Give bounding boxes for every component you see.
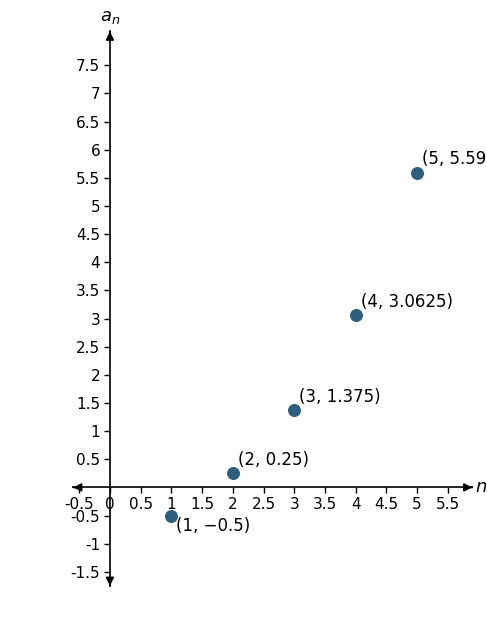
Text: $n$: $n$ — [475, 478, 487, 496]
Text: (3, 1.375): (3, 1.375) — [299, 387, 381, 406]
Text: (4, 3.0625): (4, 3.0625) — [360, 292, 452, 311]
Text: $\boldsymbol{a_n}$: $\boldsymbol{a_n}$ — [100, 8, 120, 26]
Point — [352, 310, 359, 320]
Text: (1, −0.5): (1, −0.5) — [176, 517, 250, 536]
Point — [413, 168, 421, 178]
Point — [290, 405, 298, 415]
Point — [229, 468, 237, 478]
Text: (5, 5.5938): (5, 5.5938) — [422, 150, 487, 168]
Point — [168, 510, 175, 520]
Text: (2, 0.25): (2, 0.25) — [238, 451, 309, 469]
